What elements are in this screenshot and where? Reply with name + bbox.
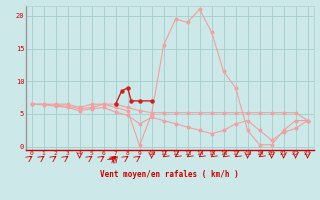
X-axis label: Vent moyen/en rafales ( km/h ): Vent moyen/en rafales ( km/h )	[100, 170, 239, 179]
